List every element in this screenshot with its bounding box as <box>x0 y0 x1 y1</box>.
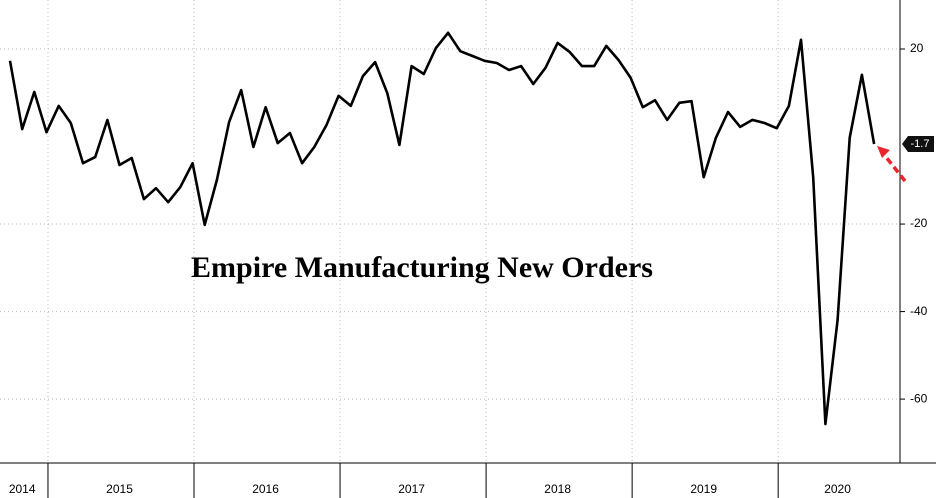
y-tick-label: -40 <box>910 304 928 318</box>
x-tick-label: 2018 <box>544 482 571 496</box>
x-tick-label: 2020 <box>824 482 851 496</box>
arrow <box>880 150 907 183</box>
x-tick-label: 2017 <box>398 482 425 496</box>
chart-title: Empire Manufacturing New Orders <box>191 251 653 284</box>
y-tick-label: -60 <box>910 391 928 405</box>
last-value-tag <box>902 135 934 152</box>
y-tick-label: -20 <box>910 216 928 230</box>
arrow-head <box>877 146 890 158</box>
x-tick-label: 2019 <box>690 482 717 496</box>
x-tick-label: 2016 <box>252 482 279 496</box>
line-series <box>8 31 876 426</box>
last-value-label: -1.7 <box>911 138 930 150</box>
y-tick-label: 20 <box>910 41 924 55</box>
x-tick-label: 2015 <box>106 482 133 496</box>
x-tick-label: 2014 <box>9 482 36 496</box>
